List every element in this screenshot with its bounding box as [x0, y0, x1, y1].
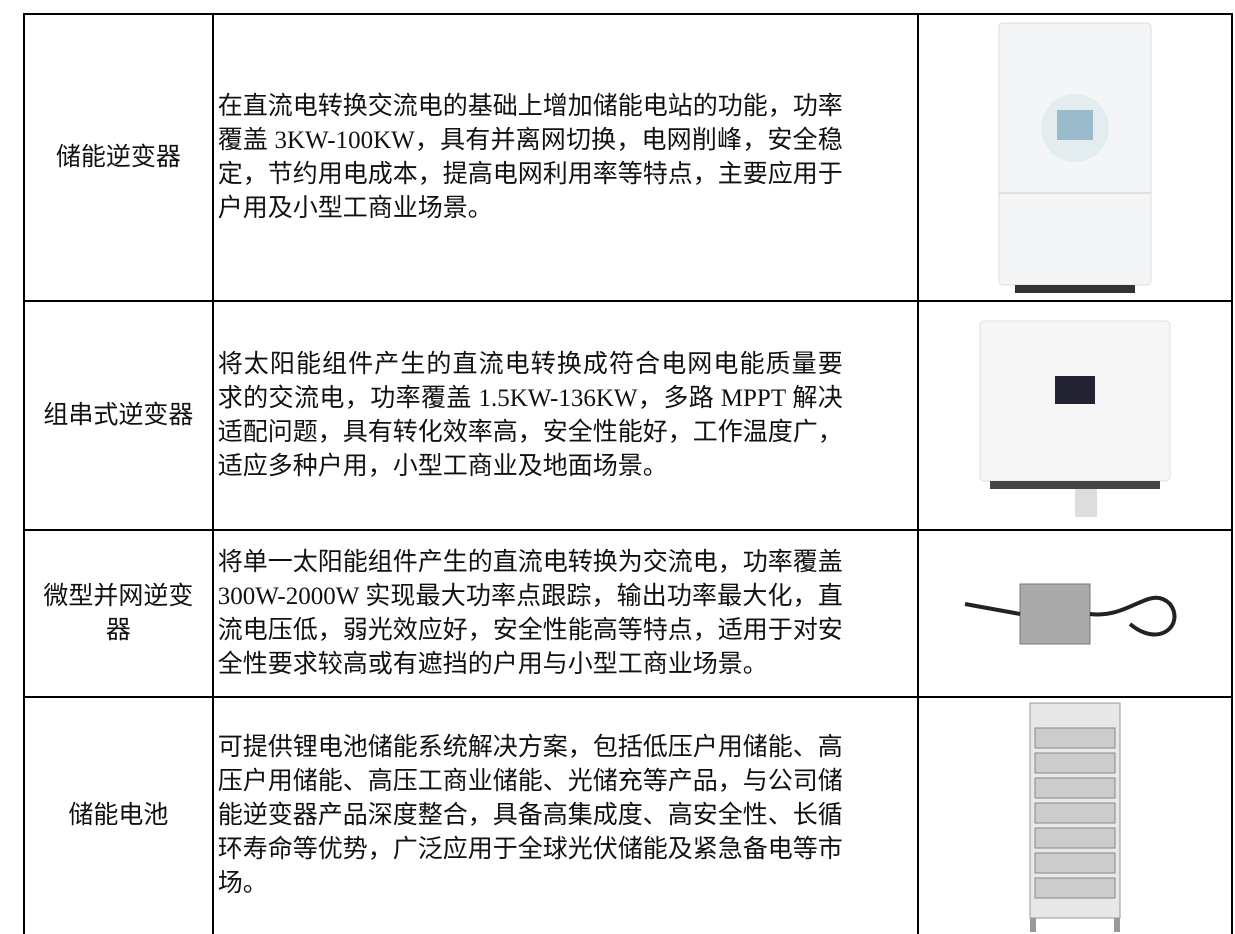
product-name-text: 储能逆变器 [55, 143, 181, 171]
description-line: 覆盖 3KW-100KW，具有并离网切换，电网削峰，安全稳 [217, 126, 843, 154]
table-row: 储能电池 可提供锂电池储能系统解决方案，包括低压户用储能、高 压户用储能、高压工商业… [23, 696, 1233, 934]
description-line: 可提供锂电池储能系统解决方案，包括低压户用储能、高 [217, 734, 843, 761]
table-row: 储能逆变器 在直流电转换交流电的基础上增加储能电站的功能，功率 覆盖 3KW-100… [23, 13, 1233, 300]
description-line: 300W-2000W 实现最大功率点跟踪，输出功率最大化，直 [217, 582, 843, 610]
product-description: 可提供锂电池储能系统解决方案，包括低压户用储能、高 压户用储能、高压工商业储能、光… [214, 698, 919, 934]
inverter-image [979, 320, 1171, 517]
description-line: 全性要求较高或有遮挡的户用与小型工商业场景。 [217, 650, 768, 678]
description-line: 能逆变器产品深度整合，具备高集成度、高安全性、长循 [217, 802, 843, 829]
product-name: 储能逆变器 [25, 15, 214, 300]
description-line: 户用及小型工商业场景。 [217, 194, 493, 222]
product-image [919, 15, 1233, 300]
description-text: 将太阳能组件产生的直流电转换成符合电网电能质量要 求的交流电，功率覆盖 1.5KW… [218, 348, 843, 484]
description-line: 在直流电转换交流电的基础上增加储能电站的功能，功率 [217, 92, 843, 120]
description-line: 定，节约用电成本，提高电网利用率等特点，主要应用于 [217, 160, 843, 188]
description-line: 环寿命等优势，广泛应用于全球光伏储能及紧急备电等市 [217, 836, 843, 863]
description-line: 求的交流电，功率覆盖 1.5KW-136KW，多路 MPPT 解决 [217, 384, 843, 412]
product-name: 组串式逆变器 [25, 302, 214, 529]
description-line: 将单一太阳能组件产生的直流电转换为交流电，功率覆盖 [217, 548, 843, 576]
product-table: 储能逆变器 在直流电转换交流电的基础上增加储能电站的功能，功率 覆盖 3KW-100… [23, 13, 1233, 934]
description-line: 压户用储能、高压工商业储能、光储充等产品，与公司储 [217, 768, 843, 795]
product-description: 在直流电转换交流电的基础上增加储能电站的功能，功率 覆盖 3KW-100KW，具有… [214, 15, 919, 300]
description-line: 适配问题，具有转化效率高，安全性能好，工作温度广， [217, 418, 843, 446]
micro-inverter-image [964, 583, 1177, 644]
description-text: 可提供锂电池储能系统解决方案，包括低压户用储能、高 压户用储能、高压工商业储能、光… [218, 731, 843, 901]
product-name: 储能电池 [25, 698, 214, 934]
inverter-image [998, 22, 1152, 293]
product-name-text: 组串式逆变器 [43, 401, 194, 429]
description-text: 在直流电转换交流电的基础上增加储能电站的功能，功率 覆盖 3KW-100KW，具有… [218, 90, 843, 226]
product-image [919, 698, 1233, 934]
description-line: 场。 [217, 870, 268, 897]
product-description: 将太阳能组件产生的直流电转换成符合电网电能质量要 求的交流电，功率覆盖 1.5KW… [214, 302, 919, 529]
description-text: 将单一太阳能组件产生的直流电转换为交流电，功率覆盖 300W-2000W 实现最大… [218, 546, 843, 682]
description-line: 适应多种户用，小型工商业及地面场景。 [217, 452, 668, 480]
product-name-text: 微型并网逆变器 [43, 582, 194, 644]
product-image [919, 531, 1233, 696]
battery-image [1029, 702, 1121, 932]
table-row: 微型并网逆变器 将单一太阳能组件产生的直流电转换为交流电，功率覆盖 300W-200… [23, 529, 1233, 696]
description-line: 将太阳能组件产生的直流电转换成符合电网电能质量要 [217, 350, 843, 378]
product-description: 将单一太阳能组件产生的直流电转换为交流电，功率覆盖 300W-2000W 实现最大… [214, 531, 919, 696]
table-row: 组串式逆变器 将太阳能组件产生的直流电转换成符合电网电能质量要 求的交流电，功率覆盖… [23, 300, 1233, 529]
product-name: 微型并网逆变器 [25, 531, 214, 696]
description-line: 流电压低，弱光效应好，安全性能高等特点，适用于对安 [217, 616, 843, 644]
product-name-text: 储能电池 [68, 802, 169, 829]
product-image [919, 302, 1233, 529]
